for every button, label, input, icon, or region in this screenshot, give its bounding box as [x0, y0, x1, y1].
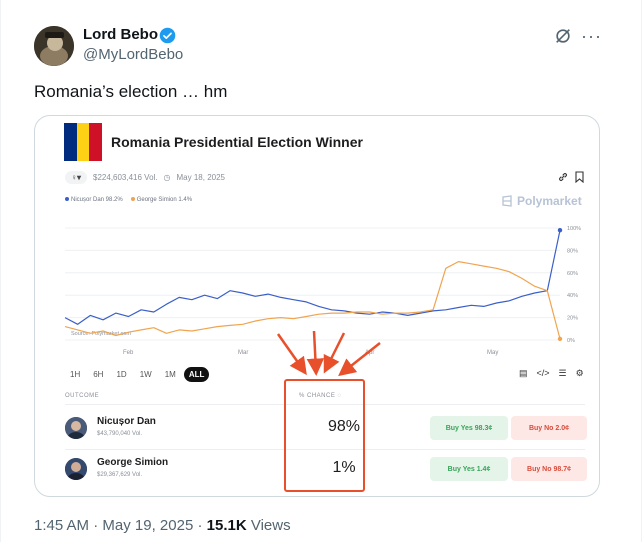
divider: [65, 449, 585, 450]
candidate-name[interactable]: Nicușor Dan: [97, 416, 156, 427]
more-options-icon[interactable]: ···: [581, 26, 602, 46]
candidate-chance: 98%: [327, 418, 361, 435]
annotation-arrows: [276, 330, 381, 377]
y-tick-label: 20%: [567, 316, 578, 322]
y-tick-label: 0%: [567, 338, 575, 344]
y-tick-label: 40%: [567, 293, 578, 299]
outcome-header: OUTCOME: [65, 393, 100, 399]
post-time[interactable]: 1:45 AM: [34, 517, 90, 534]
y-tick-label: 80%: [567, 248, 578, 254]
chance-highlight-box: [284, 379, 365, 492]
settings-gear-icon[interactable]: ⚙: [575, 368, 584, 378]
x-tick-label: Apr: [365, 350, 374, 356]
candidate-avatar-dan: [65, 417, 87, 439]
tweet-text: Romania’s election … hm: [34, 82, 228, 101]
range-1h[interactable]: 1H: [70, 370, 81, 379]
post-date[interactable]: May 19, 2025: [102, 517, 194, 534]
range-1m[interactable]: 1M: [164, 370, 176, 379]
y-tick-label: 100%: [567, 226, 581, 232]
divider: [65, 404, 585, 405]
verified-badge-icon: [159, 27, 176, 44]
x-tick-label: May: [487, 350, 498, 356]
candidate-chance: 1%: [332, 459, 356, 476]
market-tag-pill[interactable]: ♀▾: [65, 171, 88, 184]
time-range-selector: 1H 6H 1D 1W 1M ALL: [65, 367, 210, 382]
series-line-simion: [64, 260, 561, 340]
series-endpoint: [557, 228, 563, 233]
chart-tools: ▤ </> ☰ ⚙: [519, 368, 584, 379]
range-6h[interactable]: 6H: [93, 370, 104, 379]
candidate-name[interactable]: George Simion: [97, 457, 169, 468]
market-title: Romania Presidential Election Winner: [111, 134, 363, 150]
price-chart: 100% 80% 60% 40% 20% 0% Feb Mar Apr May Source: Po…: [64, 226, 581, 356]
chart-source: Source: Polymarket.com: [71, 331, 131, 337]
link-icon[interactable]: [558, 172, 568, 182]
candidate-avatar-simion: [65, 458, 87, 480]
legend-item-dan: Nicușor Dan 98.2%: [65, 197, 123, 203]
document-icon[interactable]: ▤: [519, 368, 528, 378]
series-endpoint: [557, 336, 563, 342]
author-avatar[interactable]: [34, 26, 74, 66]
romania-flag-icon: [64, 123, 103, 161]
market-date: May 18, 2025: [176, 173, 225, 182]
chance-header: % CHANCE ◌: [299, 393, 342, 399]
filter-sliders-icon[interactable]: ☰: [558, 368, 567, 378]
candidate-volume: $29,367,629 Vol.: [97, 472, 143, 478]
buy-no-button[interactable]: Buy No 2.0¢: [511, 416, 587, 440]
polymarket-logo-icon: [502, 195, 512, 207]
author-name[interactable]: Lord Bebo: [83, 26, 158, 43]
candidate-volume: $43,790,040 Vol.: [97, 431, 143, 437]
embed-code-icon[interactable]: </>: [536, 368, 550, 378]
market-meta: ♀▾ $224,603,416 Vol. ◷ May 18, 2025: [65, 171, 225, 184]
buy-no-button[interactable]: Buy No 98.7¢: [511, 457, 587, 481]
bookmark-icon[interactable]: [575, 171, 584, 183]
clock-icon: ◷: [163, 173, 171, 182]
range-1d[interactable]: 1D: [116, 370, 127, 379]
buy-yes-button[interactable]: Buy Yes 98.3¢: [430, 416, 508, 440]
y-tick-label: 60%: [567, 271, 578, 277]
market-volume: $224,603,416 Vol.: [93, 173, 158, 182]
x-tick-label: Feb: [123, 350, 134, 356]
x-tick-label: Mar: [238, 350, 248, 356]
chart-legend: Nicușor Dan 98.2% George Simion 1.4%: [65, 197, 192, 203]
series-line-dan: [64, 230, 561, 325]
views-count: 15.1K: [206, 517, 247, 534]
grok-icon[interactable]: [554, 27, 572, 45]
author-handle[interactable]: @MyLordBebo: [83, 46, 184, 63]
polymarket-brand: Polymarket: [501, 194, 582, 208]
post-timestamp: 1:45 AM · May 19, 2025 · 15.1K Views: [34, 517, 291, 534]
legend-item-simion: George Simion 1.4%: [130, 197, 192, 203]
views-label: Views: [250, 517, 291, 534]
buy-yes-button[interactable]: Buy Yes 1.4¢: [430, 457, 508, 481]
range-1w[interactable]: 1W: [139, 370, 152, 379]
media-card[interactable]: Romania Presidential Election Winner ♀▾ …: [34, 115, 600, 497]
range-all[interactable]: ALL: [183, 367, 210, 382]
